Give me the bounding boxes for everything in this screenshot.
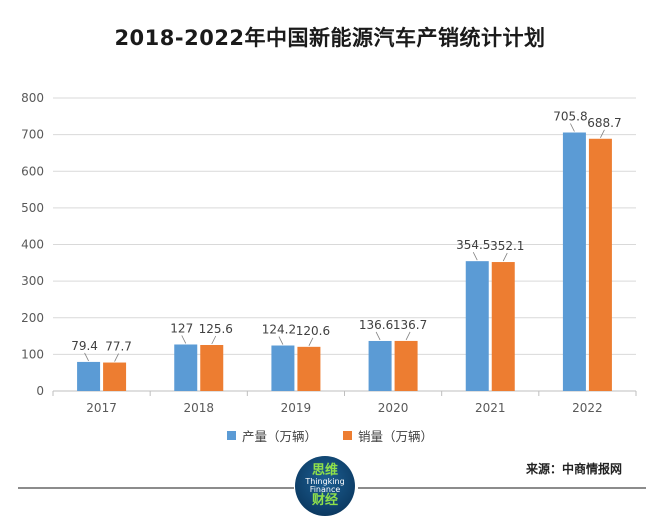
x-tick-label: 2020 [378,401,409,415]
legend-item-sales: 销量（万辆） [343,426,433,445]
legend-label-production: 产量（万辆） [241,429,317,444]
footer-rule-left [18,487,294,489]
x-tick-label: 2017 [86,401,117,415]
brand-logo: 思维 Thingking Finance 财经 [295,456,355,516]
data-label: 136.6 [359,318,393,332]
data-label: 124.2 [262,323,296,337]
data-label-leader [278,336,284,345]
data-label-leader [502,252,508,262]
legend-label-sales: 销量（万辆） [358,429,434,444]
bar-sales [200,344,224,391]
x-tick-label: 2018 [183,401,214,415]
legend: 产量（万辆） 销量（万辆） [0,426,660,445]
data-label-leader [84,352,89,362]
x-tick-label: 2021 [475,401,506,415]
bar-production [465,261,489,391]
data-label: 79.4 [71,339,98,353]
data-label: 352.1 [490,239,524,253]
chart-title: 2018-2022年中国新能源汽车产销统计计划 [114,26,546,50]
data-label-leader [472,251,478,261]
x-tick-label: 2019 [281,401,312,415]
bar-production [271,345,295,391]
data-label: 125.6 [199,322,233,336]
y-tick-label: 600 [21,164,44,178]
data-label-leader [181,335,187,344]
bar-production [562,132,586,392]
data-label: 77.7 [105,340,132,354]
legend-swatch-sales [343,431,352,440]
y-tick-label: 700 [21,128,44,142]
data-label: 705.8 [553,110,587,124]
legend-swatch-production [226,431,236,440]
logo-text-en1: Thingking [305,476,345,486]
y-tick-label: 0 [36,384,44,398]
x-tick-label: 2022 [572,401,603,415]
y-tick-label: 400 [21,238,44,252]
data-label: 120.6 [296,324,330,338]
y-tick-label: 800 [21,91,44,105]
legend-item-production: 产量（万辆） [226,426,317,445]
bar-sales [297,346,321,391]
data-label-leader [308,337,314,347]
bar-sales [588,138,612,391]
bar-sales [394,340,418,391]
bar-sales [491,262,515,391]
y-tick-label: 500 [21,201,44,215]
bar-production [77,361,101,391]
data-label: 354.5 [456,238,490,252]
data-label-leader [114,353,119,362]
bar-sales [103,362,127,391]
data-label-leader [570,123,575,132]
data-label: 688.7 [587,116,621,130]
footer-rule-right [358,487,646,489]
y-tick-label: 300 [21,274,44,288]
y-tick-label: 200 [21,311,44,325]
data-label-leader [405,331,411,341]
logo-text-bottom: 财经 [311,493,338,509]
y-tick-label: 100 [21,347,44,361]
bar-production [368,340,392,391]
data-label: 127 [170,321,193,335]
data-label: 136.7 [393,318,427,332]
logo-text-en2: Finance [309,485,341,494]
data-label-leader [600,129,605,138]
data-label-leader [211,335,217,345]
bar-production [174,344,198,391]
data-label-leader [375,331,381,341]
logo-text-top: 思维 [311,462,338,478]
source-note: 来源：中商情报网 [526,462,623,476]
